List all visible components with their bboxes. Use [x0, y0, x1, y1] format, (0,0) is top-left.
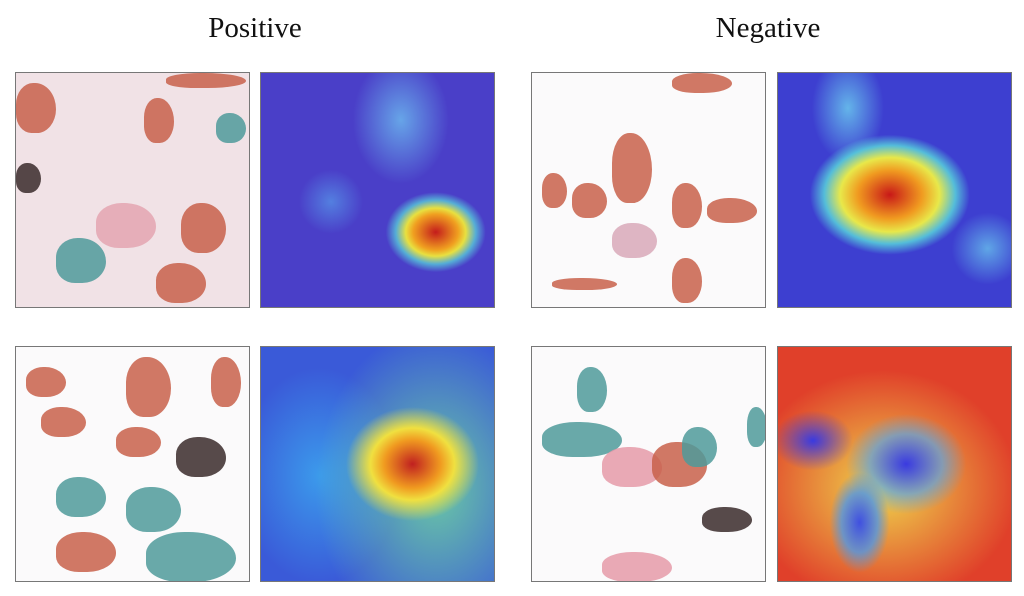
positive-heatmap-1: [260, 72, 495, 308]
negative-title: Negative: [715, 12, 821, 44]
positive-micrograph-2: [15, 346, 250, 582]
negative-heatmap-1: [777, 72, 1012, 308]
negative-micrograph-2: [531, 346, 766, 582]
positive-title: Positive: [208, 12, 302, 44]
negative-heatmap-2: [777, 346, 1012, 582]
negative-micrograph-1: [531, 72, 766, 308]
positive-micrograph-1: [15, 72, 250, 308]
positive-heatmap-2: [260, 346, 495, 582]
